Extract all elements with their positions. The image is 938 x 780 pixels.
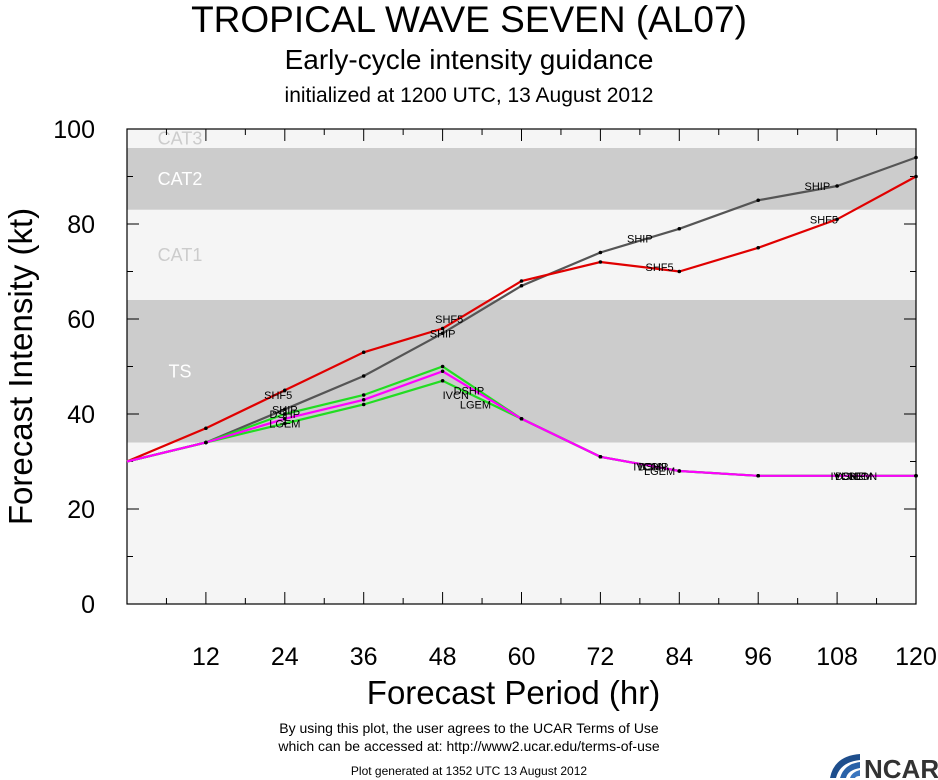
terms-line-2: which can be accessed at: http://www2.uc… — [278, 738, 660, 754]
point-ship — [283, 407, 287, 412]
point-ship — [440, 331, 445, 336]
point-shf5 — [283, 388, 287, 393]
point-shf5 — [914, 174, 918, 179]
y-tick-label: 100 — [53, 116, 95, 144]
band-label-ts: TS — [168, 361, 191, 381]
band-label-cat1: CAT1 — [158, 245, 203, 265]
point-shf5 — [756, 245, 760, 250]
point-icon — [440, 369, 445, 374]
y-tick-label: 80 — [67, 211, 95, 239]
series-label-ivcn: IVCN — [831, 471, 857, 483]
point-icon — [677, 469, 682, 473]
point-lgem — [440, 378, 445, 383]
x-tick-label: 24 — [271, 643, 299, 671]
x-tick-label: 48 — [429, 643, 457, 671]
series-label-ship: SHIP — [805, 181, 831, 193]
series-label-ivcn: IVCN — [633, 461, 659, 473]
band-label-cat3: CAT3 — [158, 129, 203, 149]
point-ship — [677, 226, 682, 231]
series-label-ship: SHIP — [272, 404, 298, 416]
band-ts — [127, 300, 916, 443]
point-lgem — [361, 402, 366, 407]
x-tick-label: 12 — [192, 643, 220, 671]
x-tick-label: 108 — [816, 643, 858, 671]
ncar-logo: NCAR — [830, 754, 938, 780]
series-label-ivcn: IVCN — [443, 390, 469, 402]
x-tick-label: 36 — [350, 643, 378, 671]
y-tick-label: 0 — [81, 591, 95, 619]
y-tick-label: 20 — [67, 496, 95, 524]
point-shf5 — [204, 426, 208, 431]
point-ship — [756, 198, 760, 203]
series-label-shf5: SHF5 — [646, 262, 674, 274]
intensity-chart: TS CAT1 CAT2 CAT3 12 24 36 48 60 72 84 96 108 120 0 20 4… — [2, 116, 937, 711]
point-shf5 — [519, 279, 524, 283]
series-label-lgem: LGEM — [841, 471, 872, 483]
point-ship — [598, 250, 603, 255]
series-label-lgem: LGEM — [460, 400, 491, 412]
series-label-ship: SHIP — [430, 328, 456, 340]
terms-line-1: By using this plot, the user agrees to t… — [279, 720, 659, 736]
point-shf5 — [598, 260, 603, 264]
point-ship — [361, 374, 366, 378]
series-label-shf5: SHF5 — [810, 214, 838, 226]
y-tick-label: 40 — [67, 401, 95, 429]
point-icon — [204, 440, 208, 445]
chart-title: TROPICAL WAVE SEVEN (AL07) — [191, 0, 747, 40]
series-label-shf5: SHF5 — [435, 314, 463, 326]
point-ship — [519, 283, 524, 288]
series-label-shf5: SHF5 — [264, 390, 292, 402]
point-shf5 — [677, 269, 682, 274]
series-label-dshp: DSHP — [454, 385, 485, 397]
series-label-dshp: DSHP — [835, 471, 866, 483]
x-tick-label: 72 — [586, 643, 614, 671]
init-time: initialized at 1200 UTC, 13 August 2012 — [284, 84, 654, 107]
point-ship — [914, 155, 918, 160]
point-dshp — [440, 364, 445, 369]
series-label-lgem: LGEM — [644, 466, 675, 478]
point-icon — [519, 416, 524, 421]
x-tick-label: 120 — [895, 643, 937, 671]
series-label-icon: ICON — [850, 471, 878, 483]
y-tick-label: 60 — [67, 306, 95, 334]
x-tick-label: 84 — [665, 643, 693, 671]
ncar-logo-text: NCAR — [864, 754, 938, 780]
series-label-icon: ICON — [639, 461, 667, 473]
chart-subtitle: Early-cycle intensity guidance — [284, 44, 654, 75]
point-lgem — [283, 421, 287, 426]
point-icon — [756, 473, 760, 478]
point-ship — [835, 184, 839, 188]
x-axis-label: Forecast Period (hr) — [367, 674, 660, 711]
band-below-ts — [127, 442, 916, 604]
ncar-logo-icon — [830, 754, 860, 778]
point-shf5 — [835, 217, 839, 222]
series-label-ship: SHIP — [627, 233, 653, 245]
point-shf5 — [440, 326, 445, 331]
x-tick-label: 60 — [508, 643, 536, 671]
generated-time: Plot generated at 1352 UTC 13 August 201… — [350, 764, 588, 778]
series-label-dshp: DSHP — [270, 409, 301, 421]
point-dshp — [283, 412, 287, 416]
point-dshp — [361, 393, 366, 397]
point-icon — [361, 397, 366, 402]
band-label-cat2: CAT2 — [158, 169, 203, 189]
point-icon — [914, 473, 918, 478]
series-label-dshp: DSHP — [638, 461, 669, 473]
point-icon — [283, 416, 287, 421]
series-label-lgem: LGEM — [269, 419, 300, 431]
band-cat2 — [127, 148, 916, 210]
point-icon — [835, 473, 839, 478]
x-tick-label: 96 — [744, 643, 772, 671]
point-icon — [598, 454, 603, 459]
point-shf5 — [361, 350, 366, 355]
y-axis-label: Forecast Intensity (kt) — [2, 208, 39, 525]
